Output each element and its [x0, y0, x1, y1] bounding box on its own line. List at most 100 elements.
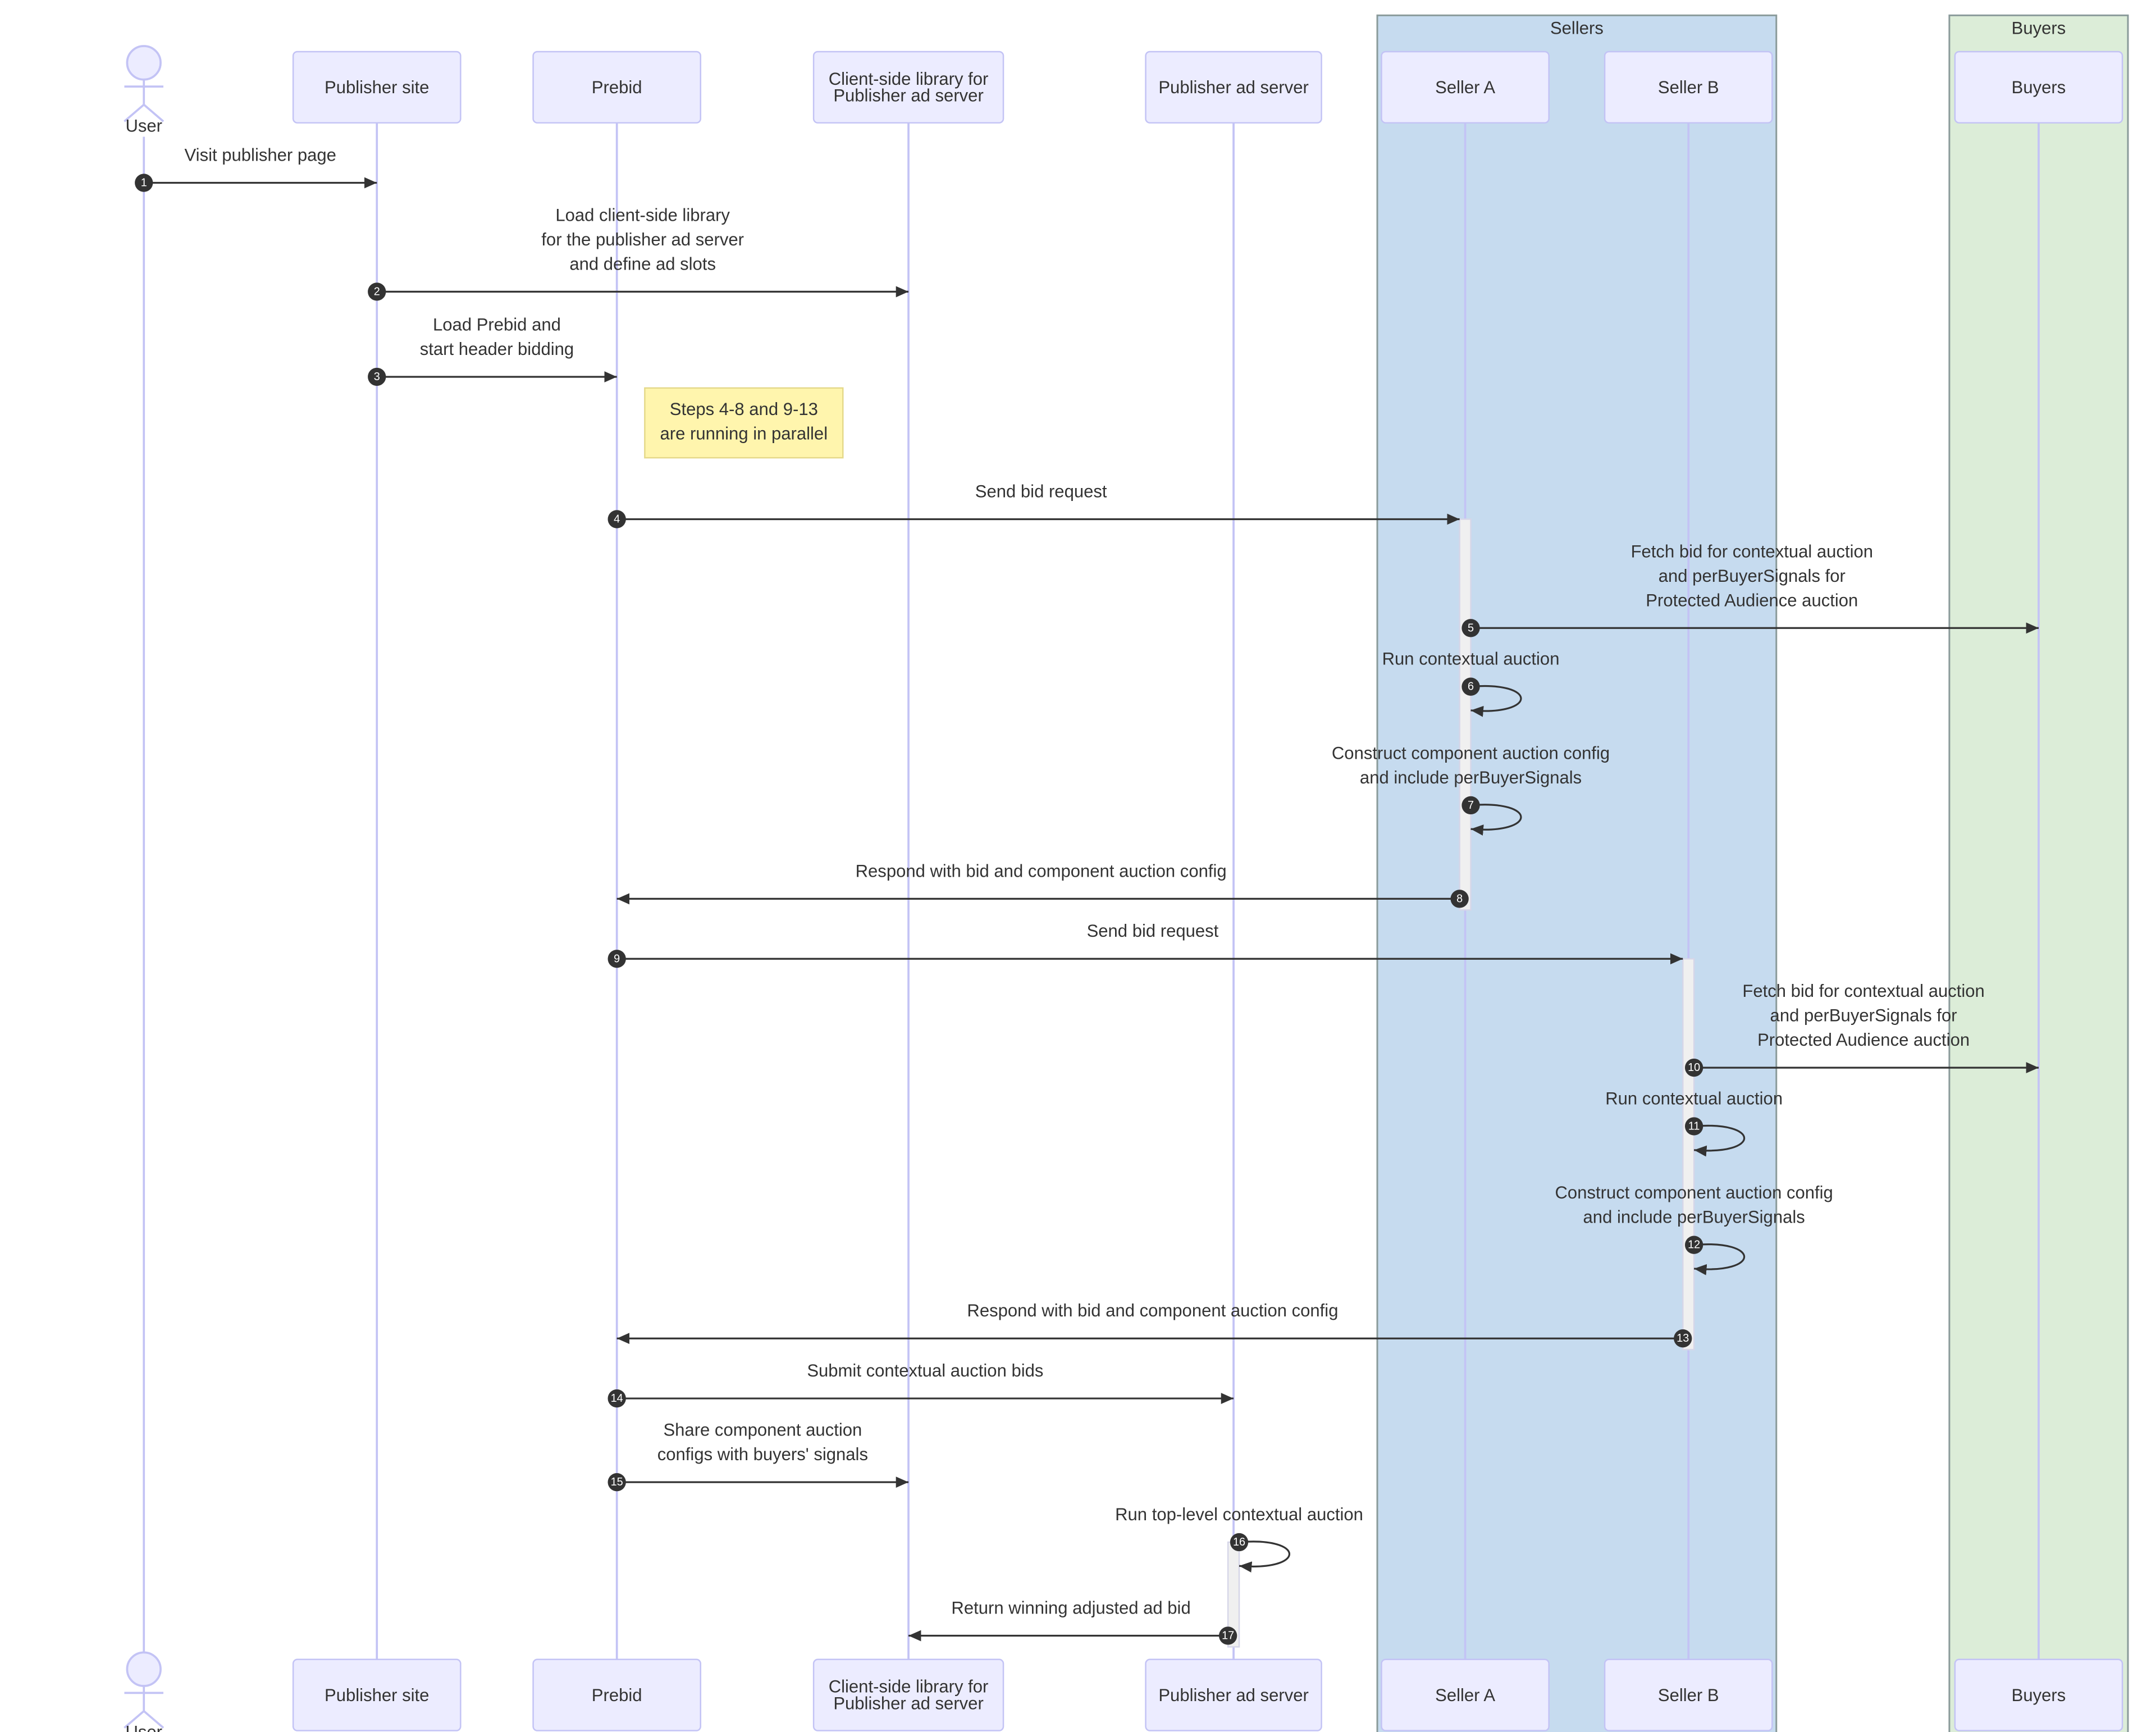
step-number: 16 [1233, 1536, 1245, 1548]
participant-buyers-top[interactable]: Buyers [1954, 51, 2123, 124]
message-label: Submit contextual auction bids [807, 1361, 1043, 1380]
message-label: Run top-level contextual auction [1115, 1505, 1363, 1524]
message-label: Respond with bid and component auction c… [967, 1301, 1338, 1320]
step-number-badge [1461, 796, 1480, 815]
participant-publisher-site-top[interactable]: Publisher site [292, 51, 462, 124]
step-number: 9 [614, 952, 620, 965]
participant-box [1954, 1658, 2123, 1731]
message-11: Run contextual auction 11 [1605, 1088, 1783, 1157]
message-label: Load Prebid and [433, 315, 561, 334]
participant-publisher-ad-server-bottom[interactable]: Publisher ad server [1145, 1658, 1322, 1731]
message-label: for the publisher ad server [541, 230, 744, 249]
message-label: and perBuyerSignals for [1770, 1006, 1957, 1025]
message-label: and include perBuyerSignals [1583, 1207, 1805, 1227]
step-number-badge [1218, 1626, 1237, 1645]
participant-label: Seller A [1435, 1685, 1495, 1705]
user-icon-body [124, 1685, 165, 1729]
actor-user-bottom[interactable]: User [124, 1651, 165, 1732]
participant-publisher-site-bottom[interactable]: Publisher site [292, 1658, 462, 1731]
user-icon [126, 1651, 162, 1687]
participant-box [1604, 51, 1773, 124]
participant-seller-b-top[interactable]: Seller B [1604, 51, 1773, 124]
participant-label: Buyers [2012, 1685, 2066, 1705]
step-number: 1 [141, 177, 147, 189]
participant-publisher-ad-server-top[interactable]: Publisher ad server [1145, 51, 1322, 124]
participant-label: Client-side library for Publisher ad serv… [829, 1677, 989, 1713]
participant-label: Seller B [1658, 78, 1719, 97]
participant-prebid-bottom[interactable]: Prebid [532, 1658, 702, 1731]
self-message-arrow [1694, 1243, 1746, 1275]
message-label: and include perBuyerSignals [1360, 768, 1582, 787]
message-label: and perBuyerSignals for [1659, 566, 1846, 586]
participant-box [812, 1658, 1004, 1731]
participant-label: Publisher ad server [1158, 78, 1308, 97]
message-label: Construct component auction config [1332, 743, 1610, 763]
step-number: 10 [1688, 1061, 1700, 1074]
self-message-arrow [1470, 685, 1522, 717]
participant-client-side-library-for-top[interactable]: Client-side library for Publisher ad serv… [812, 51, 1004, 124]
step-number-badge [1685, 1117, 1703, 1136]
message-3: Load Prebid and start header bidding 3 [368, 315, 617, 386]
user-icon [126, 45, 162, 81]
activation-bar [1459, 518, 1472, 911]
message-7: Construct component auction config and in… [1332, 743, 1610, 836]
message-label: Run contextual auction [1605, 1088, 1783, 1108]
participant-client-side-library-for-bottom[interactable]: Client-side library for Publisher ad serv… [812, 1658, 1004, 1731]
step-number-badge [1450, 890, 1469, 908]
participant-seller-a-top[interactable]: Seller A [1381, 51, 1550, 124]
step-number-badge [1461, 677, 1480, 696]
step-number-badge [607, 950, 626, 968]
participant-label: Seller B [1658, 1685, 1719, 1705]
message-label: Return winning adjusted ad bid [951, 1598, 1190, 1618]
message-9: Send bid request 9 [607, 921, 1683, 968]
message-1: Visit publisher page 1 [135, 145, 377, 192]
message-16: Run top-level contextual auction 16 [1115, 1505, 1363, 1573]
message-label: Fetch bid for contextual auction [1631, 541, 1873, 561]
message-13: Respond with bid and component auction c… [616, 1301, 1692, 1348]
step-number-badge [368, 282, 386, 301]
participant-buyers-bottom[interactable]: Buyers [1954, 1658, 2123, 1731]
activation-bar [1682, 958, 1695, 1351]
message-8: Respond with bid and component auction c… [616, 861, 1469, 908]
group-title: Sellers [1550, 18, 1604, 38]
step-number: 4 [614, 513, 620, 525]
participant-box [812, 51, 1004, 124]
step-number: 11 [1688, 1120, 1700, 1132]
step-number-badge [1674, 1329, 1692, 1348]
message-label: Fetch bid for contextual auction [1742, 981, 1984, 1001]
participant-label: Publisher site [325, 78, 429, 97]
participant-box [292, 51, 462, 124]
participant-label: Prebid [592, 1685, 642, 1705]
step-number-badge [1685, 1058, 1703, 1077]
participant-box [532, 51, 702, 124]
participant-box [1954, 51, 2123, 124]
message-5: Fetch bid for contextual auction and perB… [1461, 541, 2039, 637]
self-message-arrow [1694, 1124, 1746, 1157]
self-message-arrow [1239, 1540, 1291, 1573]
participant-box [1381, 51, 1550, 124]
actor-user-top[interactable]: User [124, 45, 165, 135]
step-number: 14 [611, 1392, 623, 1405]
message-label: configs with buyers' signals [657, 1444, 868, 1464]
message-12: Construct component auction config and in… [1555, 1183, 1833, 1275]
step-number-badge [135, 174, 153, 192]
note-text: Steps 4-8 and 9-13 [670, 399, 818, 419]
participant-prebid-top[interactable]: Prebid [532, 51, 702, 124]
message-label: Respond with bid and component auction c… [856, 861, 1227, 881]
participant-seller-b-bottom[interactable]: Seller B [1604, 1658, 1773, 1731]
message-label: Protected Audience auction [1646, 590, 1858, 610]
participant-box [292, 1658, 462, 1731]
group-title: Buyers [2012, 18, 2066, 38]
participant-label: Buyers [2012, 78, 2066, 97]
step-number: 6 [1468, 681, 1474, 693]
step-number: 12 [1688, 1239, 1700, 1251]
step-number: 15 [611, 1476, 623, 1488]
participant-label: Seller A [1435, 78, 1495, 97]
actor-label: User [125, 116, 162, 135]
participant-seller-a-bottom[interactable]: Seller A [1381, 1658, 1550, 1731]
message-label: Send bid request [975, 481, 1107, 501]
message-label: and define ad slots [569, 254, 716, 274]
message-label: Load client-side library [555, 205, 730, 225]
participant-box [1381, 1658, 1550, 1731]
